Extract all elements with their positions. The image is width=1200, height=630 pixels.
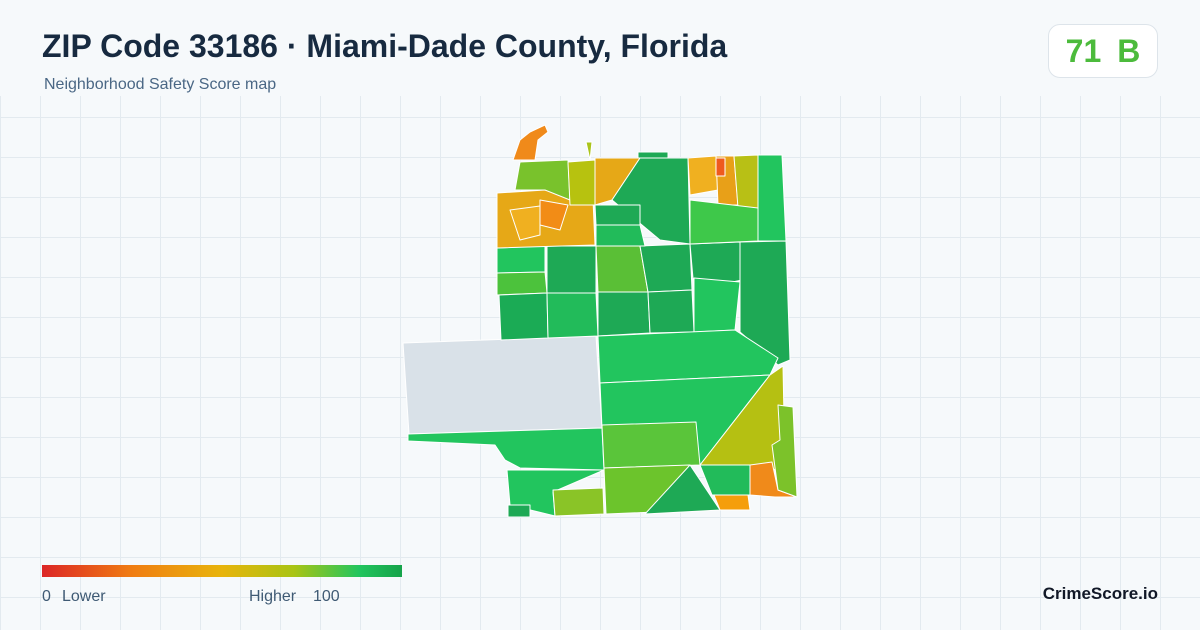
subtitle: Neighborhood Safety Score map [44, 76, 277, 93]
region [597, 291, 651, 337]
region [689, 199, 759, 245]
region [637, 151, 669, 159]
region [771, 404, 798, 498]
legend-high-label: Higher [249, 588, 297, 605]
legend-low-label: Lower [62, 588, 106, 605]
region [757, 154, 787, 242]
region [713, 494, 751, 511]
legend-min: 0 [42, 588, 51, 605]
legend-gradient [42, 565, 402, 577]
region [601, 421, 701, 469]
region [514, 159, 571, 201]
region [715, 157, 726, 177]
region [552, 487, 605, 517]
score-grade: B [1117, 32, 1141, 69]
region [687, 155, 719, 196]
region [509, 205, 541, 241]
region [693, 277, 741, 333]
map-regions [402, 124, 798, 518]
title: ZIP Code 33186 · Miami-Dade County, Flor… [42, 28, 728, 64]
region [639, 243, 693, 293]
score-badge: 71 B [1048, 24, 1158, 78]
region [647, 289, 695, 334]
region [611, 157, 691, 245]
region [585, 141, 593, 161]
region [498, 292, 549, 341]
region [597, 329, 779, 384]
region [567, 159, 596, 206]
region [546, 245, 597, 294]
legend-max: 100 [313, 588, 340, 605]
region [407, 427, 605, 471]
score-value: 71 [1065, 32, 1102, 69]
region [496, 245, 546, 274]
region [507, 504, 531, 518]
region [402, 335, 603, 435]
region [512, 124, 549, 161]
region [595, 245, 649, 293]
region [699, 464, 753, 496]
region [546, 292, 599, 339]
region [496, 271, 548, 296]
region [594, 204, 641, 226]
region [733, 154, 759, 209]
region [595, 224, 646, 247]
header-band [0, 0, 1200, 96]
brand: CrimeScore.io [1042, 584, 1158, 603]
